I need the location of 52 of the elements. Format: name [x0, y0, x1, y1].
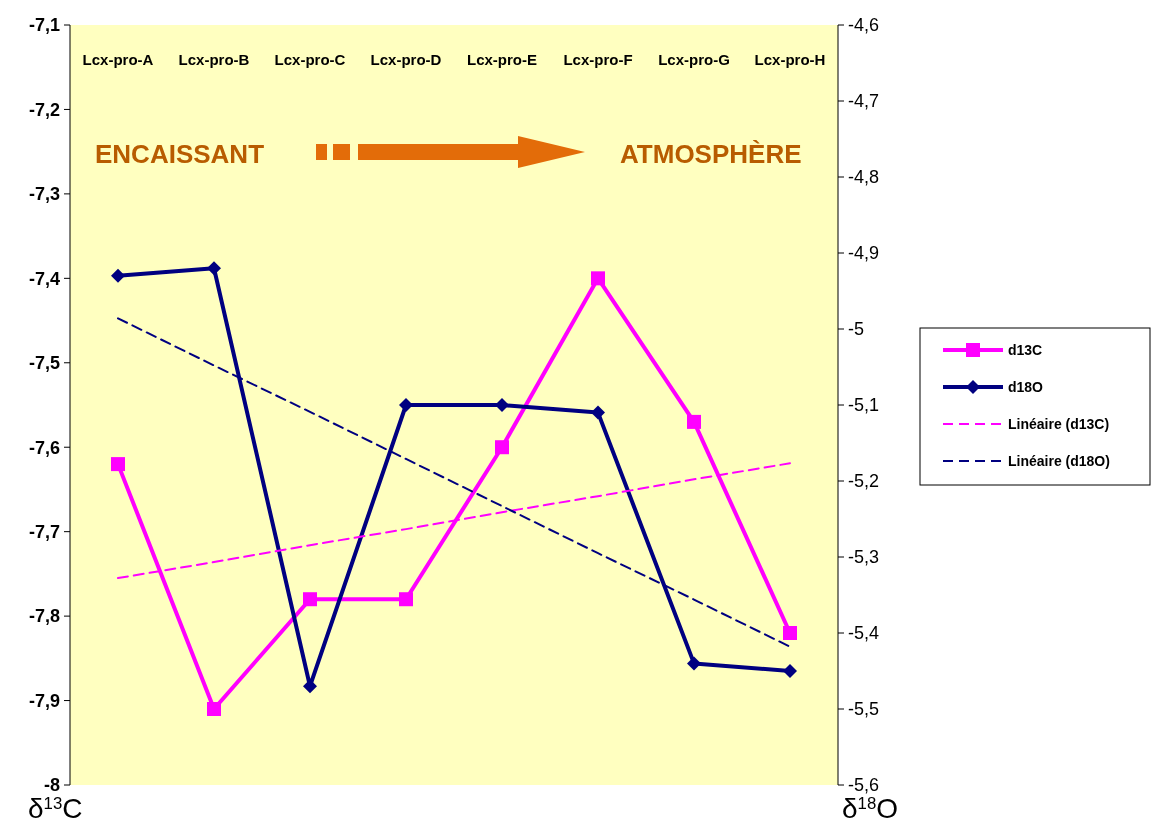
y2-axis-title: δ$^{18}$O — [842, 793, 899, 824]
x-tick-label: Lcx-pro-H — [754, 51, 826, 68]
y2-tick-label: -5,6 — [848, 775, 880, 796]
point — [111, 457, 125, 472]
point — [783, 626, 797, 640]
point — [207, 261, 221, 276]
point — [687, 414, 701, 429]
x-tick-label: Lcx-pro-F — [563, 51, 633, 68]
x-tick-label: Lcx-pro-A — [82, 51, 154, 68]
point — [591, 405, 605, 420]
annotation: ATMOSPHÈRE — [620, 139, 802, 169]
point — [303, 592, 317, 607]
y2-tick-label: -4,8 — [848, 167, 880, 188]
legend-label: Linéaire (d13C) — [1008, 415, 1110, 432]
point — [495, 398, 509, 412]
y2-tick-label: -5,3 — [848, 547, 880, 568]
y-tick-label: -7,5 — [28, 353, 60, 374]
y-tick-label: -7,1 — [28, 15, 60, 36]
y-tick-label: -7,2 — [28, 99, 60, 120]
x-tick-label: Lcx-pro-E — [466, 51, 538, 68]
y2-tick-label: -5,1 — [848, 395, 880, 416]
x-tick-label: Lcx-pro-D — [370, 51, 442, 68]
y2-tick-label: -5 — [848, 319, 865, 340]
point — [591, 271, 605, 286]
point — [495, 440, 509, 455]
x-tick-label: Lcx-pro-C — [274, 51, 346, 68]
y-axis-title: δ$^{13}$C — [28, 793, 83, 824]
point — [207, 702, 221, 716]
point — [111, 268, 125, 283]
legend-label: Linéaire (d18O) — [1008, 452, 1110, 469]
y2-tick-label: -5,5 — [848, 699, 880, 720]
legend-label: d18O — [1008, 378, 1044, 395]
y-tick-label: -8 — [43, 775, 60, 796]
y-tick-label: -7,8 — [28, 606, 60, 627]
point — [399, 398, 413, 412]
point — [399, 592, 413, 607]
y2-tick-label: -5,2 — [848, 471, 880, 492]
point — [687, 656, 701, 671]
y2-tick-label: -4,9 — [848, 243, 880, 264]
y-tick-label: -7,4 — [28, 268, 60, 289]
annotation: ENCAISSANT — [95, 139, 265, 169]
y-tick-label: -7,6 — [28, 437, 60, 458]
x-tick-label: Lcx-pro-B — [178, 51, 250, 68]
y-tick-label: -7,9 — [28, 690, 60, 711]
legend-label: d13C — [1008, 341, 1043, 358]
y2-tick-label: -4,7 — [848, 91, 880, 112]
y-tick-label: -7,3 — [28, 184, 60, 205]
x-tick-label: Lcx-pro-G — [658, 51, 730, 68]
y2-tick-label: -4,6 — [848, 15, 880, 36]
point — [783, 664, 797, 678]
y-tick-label: -7,7 — [28, 521, 60, 542]
y2-tick-label: -5,4 — [848, 623, 880, 644]
